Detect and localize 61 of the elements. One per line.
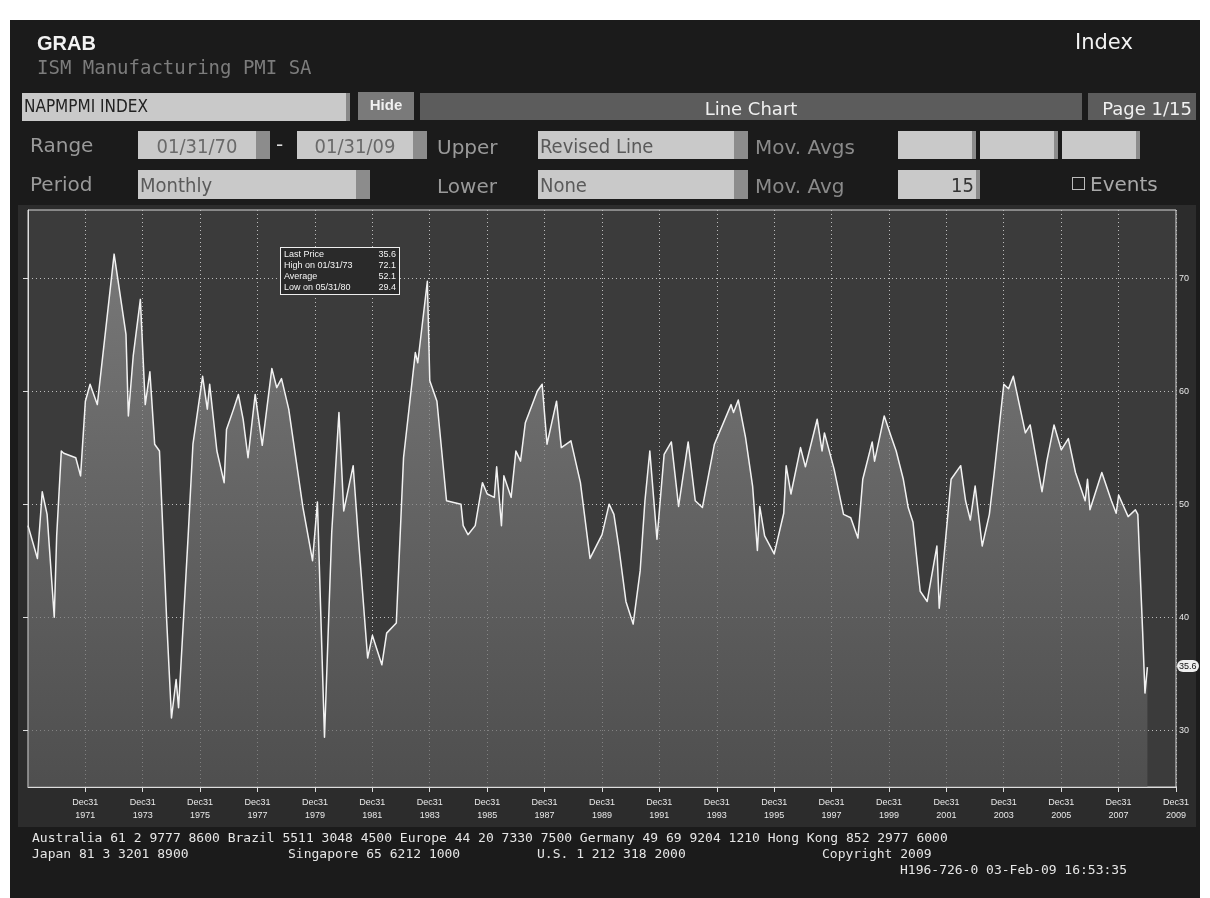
x-tick-label: Dec31 1987 (531, 796, 558, 820)
text: Singapore 65 6212 1000 (288, 846, 461, 861)
annotation: 29.4 (378, 282, 396, 293)
x-tick-label: Dec31 1993 (703, 796, 730, 820)
text: Mov. Avg (755, 174, 845, 198)
y-tick-label: 70 (1179, 272, 1190, 283)
x-tick-label: Dec31 1971 (72, 796, 99, 820)
text: Mov. Avgs (755, 135, 855, 159)
x-tick-label: Dec31 1981 (359, 796, 386, 820)
text: H196-726-0 03-Feb-09 16:53:35 (900, 862, 1127, 877)
x-tick-label: Dec31 1995 (761, 796, 788, 820)
text: Copyright 2009 (822, 846, 932, 861)
text: Period (30, 172, 93, 196)
text: 01/31/70 (138, 131, 270, 159)
text: Lower (437, 174, 497, 198)
text: Events (1090, 172, 1158, 196)
x-tick-label: Dec31 1999 (875, 796, 902, 820)
x-tick-label: Dec31 1997 (818, 796, 845, 820)
x-tick-label: Dec31 1977 (244, 796, 271, 820)
annotation: 35.6 (378, 249, 396, 260)
x-tick-label: Dec31 1973 (129, 796, 156, 820)
annotation: Last Price (284, 249, 325, 260)
text: Index (1075, 30, 1133, 54)
annotation: 72.1 (378, 260, 396, 271)
text: Revised Line (538, 131, 748, 159)
x-tick-label: Dec31 2005 (1048, 796, 1075, 820)
y-tick-label: 50 (1179, 499, 1190, 510)
text: Line Chart (420, 93, 1082, 120)
x-tick-label: Dec31 1983 (416, 796, 443, 820)
x-tick-label: Dec31 2007 (1105, 796, 1132, 820)
annotation: Average (284, 271, 318, 282)
text: U.S. 1 212 318 2000 (537, 846, 686, 861)
y-tick-label: 60 (1179, 386, 1190, 397)
annotation: 52.1 (378, 271, 396, 282)
text: GRAB (37, 32, 96, 55)
annotation: Low on 05/31/80 (284, 282, 351, 293)
text: NAPMPMI INDEX (22, 93, 350, 121)
x-tick-label: Dec31 1991 (646, 796, 673, 820)
annotation: High on 01/31/73 (284, 260, 353, 271)
text: Upper (437, 135, 498, 159)
text: 35.6 (1177, 660, 1199, 673)
text: 01/31/09 (297, 131, 427, 159)
x-tick-label: Dec31 1979 (301, 796, 328, 820)
text: Australia 61 2 9777 8600 Brazil 5511 3048 4500 Europe 44 20 7330 7500 Germany 49 69 9204 1210 Hong Kong 852 2977 6000 (32, 830, 948, 845)
text: Page 1/15 (1088, 93, 1196, 120)
text: - (276, 132, 284, 156)
x-tick-label: Dec31 1989 (588, 796, 615, 820)
text: Monthly (138, 170, 370, 199)
x-tick-label: Dec31 1985 (474, 796, 501, 820)
x-tick-label: Dec31 2009 (1162, 796, 1190, 820)
text: None (538, 170, 748, 199)
chart-title: ISM Manufacturing PMI SA (37, 56, 312, 78)
text: 15 (898, 170, 980, 199)
text: Range (30, 133, 94, 157)
x-tick-label: Dec31 2003 (990, 796, 1017, 820)
x-tick-label: Dec31 1975 (187, 796, 214, 820)
text: Japan 81 3 3201 8900 (32, 846, 189, 861)
x-tick-label: Dec31 2001 (933, 796, 960, 820)
text: Hide (358, 92, 414, 120)
y-tick-label: 40 (1179, 612, 1190, 623)
y-tick-label: 30 (1179, 725, 1190, 736)
